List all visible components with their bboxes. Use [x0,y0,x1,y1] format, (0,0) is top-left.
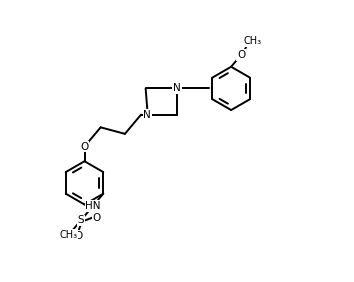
Text: O: O [237,50,245,60]
Text: O: O [80,142,88,152]
Text: N: N [143,110,151,120]
Text: HN: HN [85,201,101,211]
Text: O: O [92,213,101,223]
Text: CH₃: CH₃ [244,36,262,46]
Text: O: O [74,231,82,241]
Text: N: N [173,83,181,93]
Text: CH₃: CH₃ [59,230,78,240]
Text: S: S [78,215,84,225]
